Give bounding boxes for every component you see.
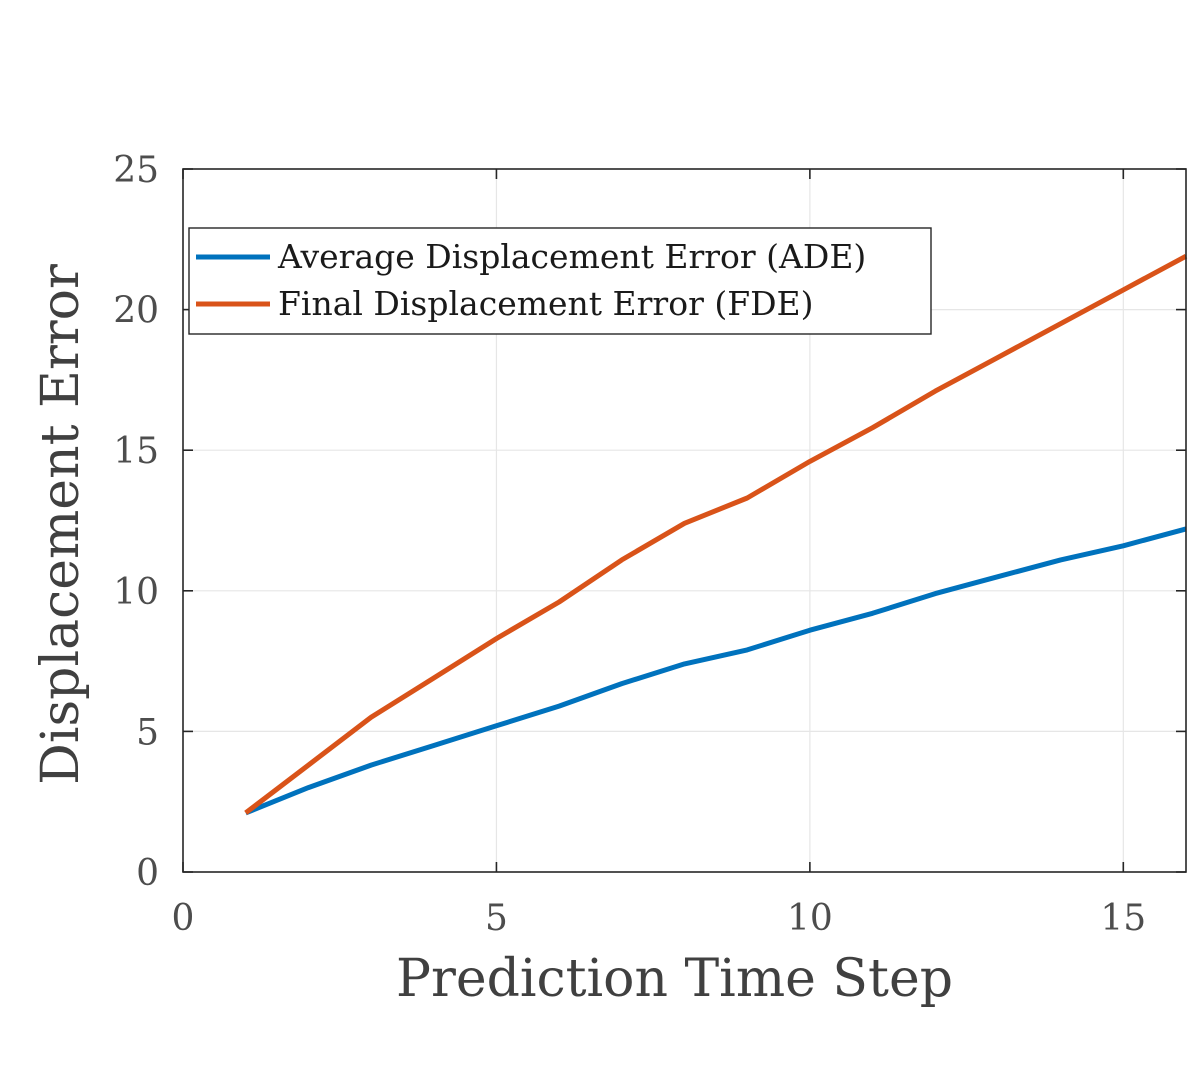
legend-box xyxy=(188,227,932,335)
series-line-fde xyxy=(244,253,1188,815)
axes-box xyxy=(182,168,1187,873)
tick-labels: 0 5 10 15 0 5 10 15 20 25 xyxy=(113,150,1146,939)
y-tick-label-25: 25 xyxy=(113,150,159,191)
y-tick-label-0: 0 xyxy=(136,853,159,894)
legend-label-fde: Final Displacement Error (FDE) xyxy=(278,284,814,323)
y-tick-label-5: 5 xyxy=(136,712,159,753)
x-tick-label-15: 15 xyxy=(1100,898,1146,939)
y-axis-title: Displacement Error xyxy=(31,264,91,785)
legend: Average Displacement Error (ADE) Final D… xyxy=(188,227,932,335)
series-line-ade xyxy=(244,526,1187,816)
x-axis-title: Prediction Time Step xyxy=(396,949,953,1009)
y-tick-label-20: 20 xyxy=(113,291,159,332)
plot-area-frame xyxy=(182,168,1187,873)
legend-label-ade: Average Displacement Error (ADE) xyxy=(277,237,866,276)
series-lines xyxy=(244,253,1188,816)
x-tick-label-5: 5 xyxy=(485,898,508,939)
y-tick-label-15: 15 xyxy=(113,431,159,472)
x-tick-label-10: 10 xyxy=(787,898,833,939)
y-tick-label-10: 10 xyxy=(113,572,159,613)
x-tick-label-0: 0 xyxy=(172,898,195,939)
